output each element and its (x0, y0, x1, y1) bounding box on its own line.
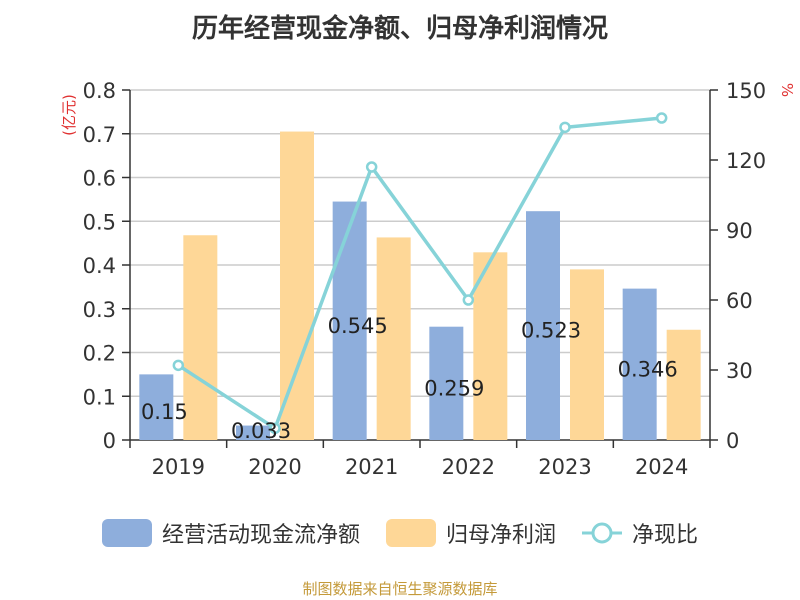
legend-label-net-profit: 归母净利润 (445, 523, 556, 548)
left-axis-unit-label: (亿元) (60, 94, 78, 136)
x-axis-tick-label: 2022 (442, 455, 495, 479)
point-cash-ratio (559, 121, 571, 134)
data-label-cashflow: 0.033 (231, 419, 291, 443)
point-cash-ratio (172, 359, 185, 372)
chart-title: 历年经营现金净额、归母净利润情况 (191, 14, 608, 44)
bar-net-profit (570, 269, 604, 440)
bar-net-profit (183, 235, 218, 440)
x-axis-tick-label: 2020 (248, 455, 301, 479)
legend-item-cash-ratio[interactable]: 净现比 (582, 517, 698, 549)
bar-cashflow (622, 288, 657, 440)
chart-legend: 经营活动现金流净额 归母净利润 净现比 (0, 517, 800, 549)
left-axis-tick-label: 0.4 (83, 254, 116, 278)
right-axis-unit-label: % (778, 83, 796, 97)
bar-cashflow (139, 374, 174, 440)
bar-cashflow (526, 211, 560, 440)
right-axis-tick-label: 90 (726, 219, 753, 243)
legend-swatch-cash-ratio (582, 519, 622, 547)
left-axis-tick-label: 0.2 (83, 342, 116, 366)
x-axis-tick-label: 2019 (152, 455, 205, 479)
point-cash-ratio (365, 161, 378, 173)
bar-cashflow (332, 201, 367, 440)
data-label-cashflow: 0.346 (618, 357, 678, 381)
line-cash-ratio (177, 116, 662, 431)
source-note: 制图数据来自恒生聚源数据库 (302, 580, 498, 598)
right-axis-tick-label: 30 (726, 359, 753, 383)
legend-label-cash-ratio: 净现比 (632, 523, 699, 548)
bar-net-profit (666, 329, 701, 440)
legend-swatch-net-profit (385, 519, 436, 547)
left-axis-tick-label: 0.5 (83, 210, 116, 234)
point-cash-ratio (655, 112, 668, 124)
bar-cashflow (236, 425, 270, 440)
point-cash-ratio (462, 294, 475, 306)
legend-label-cashflow: 经营活动现金流净额 (161, 523, 360, 548)
right-axis-tick-label: 120 (726, 149, 766, 173)
bar-net-profit (280, 131, 314, 440)
legend-swatch-cashflow (101, 519, 152, 547)
left-axis-tick-label: 0.1 (83, 385, 116, 409)
left-axis-tick-label: 0.8 (83, 79, 116, 103)
left-axis-tick-label: 0.7 (83, 123, 116, 147)
x-axis-tick-label: 2021 (345, 455, 398, 479)
bar-cashflow (429, 326, 464, 440)
data-label-cashflow: 0.15 (141, 400, 188, 424)
right-axis-tick-label: 60 (726, 289, 753, 313)
right-axis-tick-label: 0 (726, 429, 739, 453)
data-label-cashflow: 0.523 (521, 319, 581, 343)
right-axis-tick-label: 150 (726, 79, 766, 103)
data-label-cashflow: 0.545 (328, 314, 388, 338)
point-cash-ratio (269, 422, 281, 435)
legend-item-cashflow[interactable]: 经营活动现金流净额 (101, 517, 360, 549)
data-label-cashflow: 0.259 (424, 376, 484, 400)
left-axis-tick-label: 0.3 (83, 298, 116, 322)
bar-net-profit (376, 237, 411, 440)
x-axis-tick-label: 2024 (635, 455, 688, 479)
legend-item-net-profit[interactable]: 归母净利润 (385, 517, 556, 549)
left-axis-tick-label: 0 (103, 429, 116, 453)
left-axis-tick-label: 0.6 (83, 167, 116, 191)
x-axis-tick-label: 2023 (538, 455, 591, 479)
